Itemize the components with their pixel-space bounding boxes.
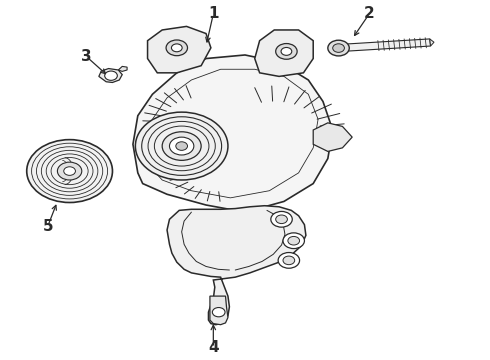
Circle shape [328, 40, 349, 56]
Circle shape [57, 162, 82, 180]
Circle shape [64, 167, 75, 175]
Text: 5: 5 [42, 219, 53, 234]
Polygon shape [99, 68, 122, 82]
Circle shape [281, 48, 292, 55]
Polygon shape [133, 55, 333, 212]
Text: 3: 3 [81, 49, 92, 64]
Circle shape [170, 137, 194, 155]
Polygon shape [118, 66, 127, 71]
Polygon shape [167, 206, 306, 325]
Circle shape [212, 307, 225, 317]
Circle shape [135, 112, 228, 180]
Circle shape [276, 44, 297, 59]
Text: 2: 2 [364, 6, 375, 21]
Circle shape [176, 142, 188, 150]
Polygon shape [313, 123, 352, 152]
Circle shape [283, 233, 304, 249]
Polygon shape [255, 30, 313, 76]
Circle shape [283, 256, 294, 265]
Text: 4: 4 [208, 341, 219, 355]
Circle shape [27, 140, 113, 203]
Circle shape [172, 44, 182, 52]
Polygon shape [210, 296, 228, 325]
Text: 1: 1 [208, 6, 219, 21]
Circle shape [288, 237, 299, 245]
Circle shape [333, 44, 344, 52]
Polygon shape [342, 39, 431, 51]
Circle shape [166, 40, 188, 56]
Circle shape [278, 252, 299, 268]
Polygon shape [147, 26, 211, 73]
Circle shape [105, 71, 117, 80]
Polygon shape [430, 39, 434, 46]
Circle shape [276, 215, 288, 224]
Circle shape [271, 211, 292, 227]
Circle shape [162, 132, 201, 160]
